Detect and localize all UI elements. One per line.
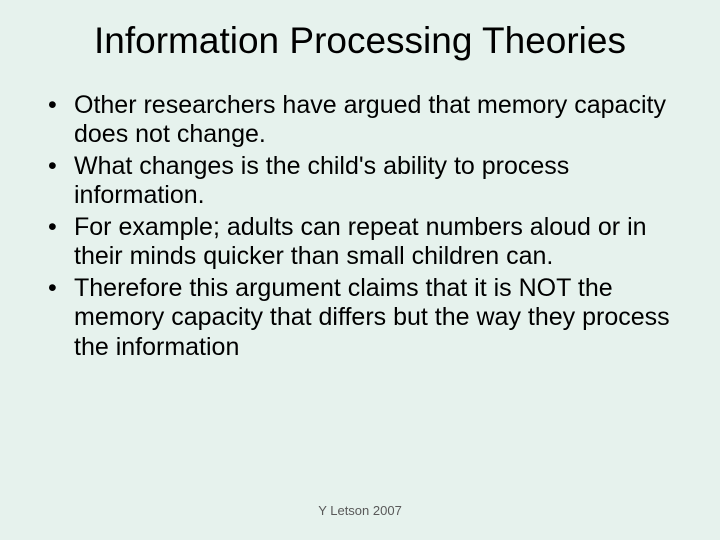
list-item: For example; adults can repeat numbers a… <box>44 213 682 272</box>
list-item: What changes is the child's ability to p… <box>44 152 682 211</box>
list-item: Therefore this argument claims that it i… <box>44 274 682 363</box>
list-item: Other researchers have argued that memor… <box>44 91 682 150</box>
slide-footer: Y Letson 2007 <box>0 503 720 518</box>
bullet-list: Other researchers have argued that memor… <box>44 91 682 363</box>
slide: Information Processing Theories Other re… <box>0 0 720 540</box>
slide-title: Information Processing Theories <box>38 20 682 63</box>
